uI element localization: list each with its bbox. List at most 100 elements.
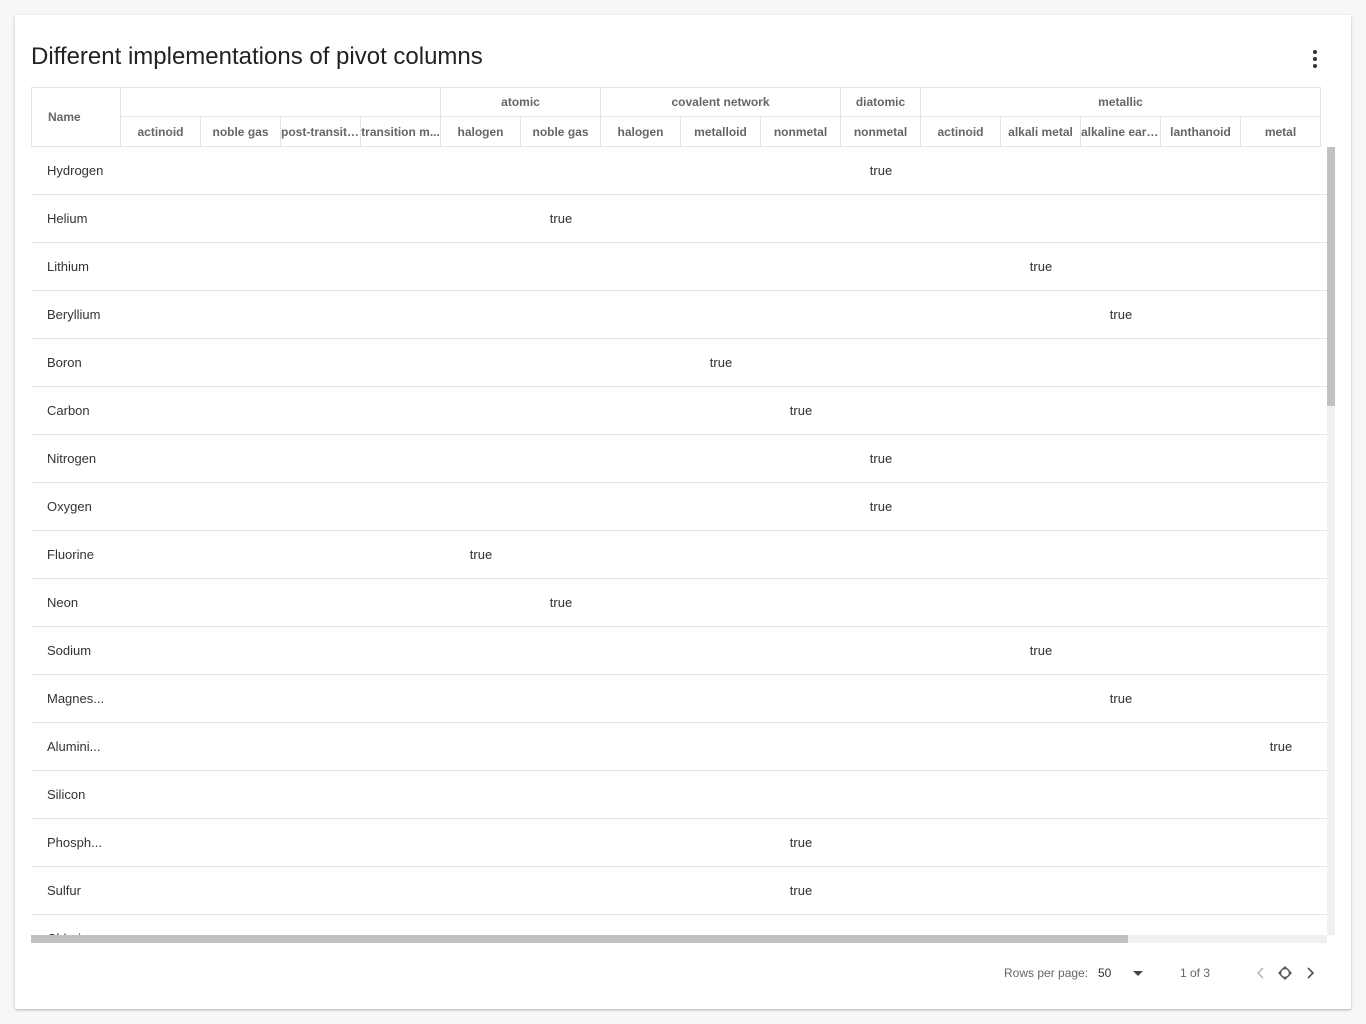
pivot-value-cell: true: [1109, 307, 1133, 322]
table-row[interactable]: Carbon true: [31, 387, 1327, 435]
column-header[interactable]: post-transiti...: [281, 117, 361, 147]
pivot-value-cell: true: [1029, 643, 1053, 658]
pivot-value-cell: true: [709, 355, 733, 370]
table-row[interactable]: Sulfur true: [31, 867, 1327, 915]
pivot-value-cell: true: [1109, 691, 1133, 706]
column-group-header: [121, 87, 441, 117]
column-header-label: lanthanoid: [1170, 124, 1231, 139]
table-row[interactable]: Silicon: [31, 771, 1327, 819]
column-header[interactable]: nonmetal: [841, 117, 921, 147]
pivot-value-cell: true: [1029, 259, 1053, 274]
pivot-value-cell: true: [1269, 739, 1293, 754]
table-row[interactable]: Phosph... true: [31, 819, 1327, 867]
grid-body: Hydrogen true Helium true Lithium true Berylli…: [31, 147, 1327, 943]
row-name-cell: Helium: [47, 211, 88, 226]
column-header[interactable]: noble gas: [201, 117, 281, 147]
pivot-value-cell: true: [549, 211, 573, 226]
pivot-grid: Name atomic covalent network diatomic metall…: [31, 87, 1327, 943]
column-header[interactable]: halogen: [601, 117, 681, 147]
column-header-label: halogen: [457, 124, 504, 139]
column-header-label: post-transiti...: [281, 124, 360, 139]
table-row[interactable]: Oxygen true: [31, 483, 1327, 531]
column-header-label: metal: [1264, 124, 1297, 139]
row-name-cell: Neon: [47, 595, 79, 610]
column-header-label: noble gas: [212, 124, 269, 139]
column-header[interactable]: alkaline eart...: [1081, 117, 1161, 147]
dropdown-arrow-icon[interactable]: [1133, 971, 1143, 976]
chevron-right-icon[interactable]: [1300, 963, 1320, 983]
column-header-label: noble gas: [532, 124, 589, 139]
column-group-header: diatomic: [841, 87, 921, 117]
table-row[interactable]: Alumini... true: [31, 723, 1327, 771]
table-row[interactable]: Beryllium true: [31, 291, 1327, 339]
chevron-left-icon[interactable]: [1251, 963, 1271, 983]
column-header[interactable]: metalloid: [681, 117, 761, 147]
table-row[interactable]: Neon true: [31, 579, 1327, 627]
rows-per-page-label: Rows per page:: [1004, 966, 1089, 980]
row-name-cell: Alumini...: [47, 739, 101, 754]
table-row[interactable]: Lithium true: [31, 243, 1327, 291]
column-group-header: atomic: [441, 87, 601, 117]
table-row[interactable]: Hydrogen true: [31, 147, 1327, 195]
pivot-value-cell: true: [549, 595, 573, 610]
pivot-value-cell: true: [469, 547, 493, 562]
more-vert-icon[interactable]: [1301, 45, 1329, 73]
pivot-value-cell: true: [869, 499, 893, 514]
horizontal-scrollbar-thumb[interactable]: [31, 935, 1128, 943]
table-row[interactable]: Sodium true: [31, 627, 1327, 675]
row-name-cell: Sodium: [47, 643, 92, 658]
row-name-cell: Magnes...: [47, 691, 105, 706]
row-name-cell: Nitrogen: [47, 451, 97, 466]
row-name-cell: Carbon: [47, 403, 90, 418]
table-row[interactable]: Magnes... true: [31, 675, 1327, 723]
row-name-cell: Hydrogen: [47, 163, 104, 178]
table-row[interactable]: Helium true: [31, 195, 1327, 243]
reset-icon[interactable]: [1275, 963, 1295, 983]
table-row[interactable]: Nitrogen true: [31, 435, 1327, 483]
vertical-scrollbar-thumb[interactable]: [1327, 147, 1335, 406]
column-header-label: alkaline eart...: [1081, 124, 1160, 139]
pivot-value-cell: true: [869, 451, 893, 466]
row-name-cell: Beryllium: [47, 307, 101, 322]
vertical-scrollbar[interactable]: [1327, 147, 1335, 935]
data-grid-card: Different implementations of pivot colum…: [15, 15, 1351, 1009]
row-name-cell: Oxygen: [47, 499, 92, 514]
column-header[interactable]: metal: [1241, 117, 1321, 147]
column-group-header: metallic: [921, 87, 1321, 117]
pivot-value-cell: true: [789, 835, 813, 850]
row-name-cell: Boron: [47, 355, 82, 370]
horizontal-scrollbar[interactable]: [31, 935, 1327, 943]
column-header-label: nonmetal: [773, 124, 828, 139]
row-name-cell: Phosph...: [47, 835, 102, 850]
row-name-cell: Fluorine: [47, 547, 94, 562]
column-header-label: metalloid: [694, 124, 747, 139]
row-name-cell: Sulfur: [47, 883, 81, 898]
column-header[interactable]: actinoid: [921, 117, 1001, 147]
column-header[interactable]: nonmetal: [761, 117, 841, 147]
column-header[interactable]: noble gas: [521, 117, 601, 147]
column-header[interactable]: transition m...: [361, 117, 441, 147]
column-header[interactable]: lanthanoid: [1161, 117, 1241, 147]
pivot-value-cell: true: [789, 403, 813, 418]
column-header-label: nonmetal: [853, 124, 908, 139]
column-header[interactable]: actinoid: [121, 117, 201, 147]
pivot-value-cell: true: [869, 163, 893, 178]
column-header-label: actinoid: [137, 124, 184, 139]
column-header-label: transition m...: [361, 124, 440, 139]
grid-header: Name atomic covalent network diatomic metall…: [31, 87, 1327, 147]
column-group-header: covalent network: [601, 87, 841, 117]
column-header-label: halogen: [617, 124, 664, 139]
rows-per-page-select[interactable]: 50: [1098, 966, 1112, 980]
column-header[interactable]: halogen: [441, 117, 521, 147]
page-info: 1 of 3: [1180, 966, 1211, 980]
column-header-label: alkali metal: [1008, 124, 1073, 139]
table-row[interactable]: Boron true: [31, 339, 1327, 387]
page-title: Different implementations of pivot colum…: [31, 43, 483, 70]
column-header-name[interactable]: Name: [31, 87, 121, 147]
pivot-value-cell: true: [789, 883, 813, 898]
table-row[interactable]: Fluorine true: [31, 531, 1327, 579]
column-header[interactable]: alkali metal: [1001, 117, 1081, 147]
pagination-footer: Rows per page: 50 1 of 3: [15, 943, 1351, 1009]
row-name-cell: Silicon: [47, 787, 86, 802]
row-name-cell: Lithium: [47, 259, 89, 274]
